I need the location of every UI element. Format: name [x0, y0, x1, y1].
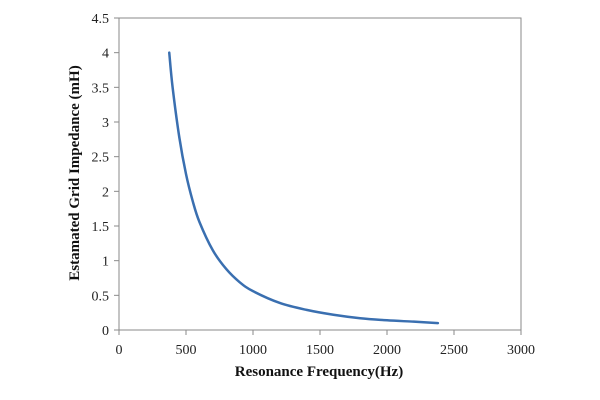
- y-tick-label: 1: [102, 255, 109, 270]
- y-axis: 0 0.5 1 1.5 2 2.5 3 3.5 4 4.5: [92, 12, 119, 339]
- plot-border: [118, 17, 522, 331]
- x-tick-label: 3000: [507, 343, 535, 358]
- y-tick-label: 2.5: [92, 151, 110, 166]
- series-layer: [168, 51, 440, 325]
- y-tick-label: 2: [102, 185, 109, 200]
- x-tick-label: 2500: [440, 343, 468, 358]
- y-tick-label: 4.5: [92, 12, 110, 27]
- x-tick-label: 1000: [239, 343, 267, 358]
- x-axis: 0 500 1000 1500 2000 2500 3000: [116, 330, 535, 358]
- x-tick-label: 1500: [306, 343, 334, 358]
- y-tick-label: 4: [102, 47, 109, 62]
- x-axis-title: Resonance Frequency(Hz): [235, 364, 403, 380]
- y-tick-label: 0: [102, 324, 109, 339]
- series-line: [168, 51, 440, 325]
- y-tick-label: 1.5: [92, 220, 110, 235]
- y-tick-label: 3.5: [92, 81, 110, 96]
- y-tick-label: 0.5: [92, 289, 110, 304]
- x-tick-label: 2000: [373, 343, 401, 358]
- x-tick-label: 500: [176, 343, 197, 358]
- y-tick-label: 3: [102, 116, 109, 131]
- plot-area: [118, 17, 522, 331]
- x-tick-label: 0: [116, 343, 123, 358]
- y-axis-title: Estamated Grid Impedance (mH): [67, 65, 83, 280]
